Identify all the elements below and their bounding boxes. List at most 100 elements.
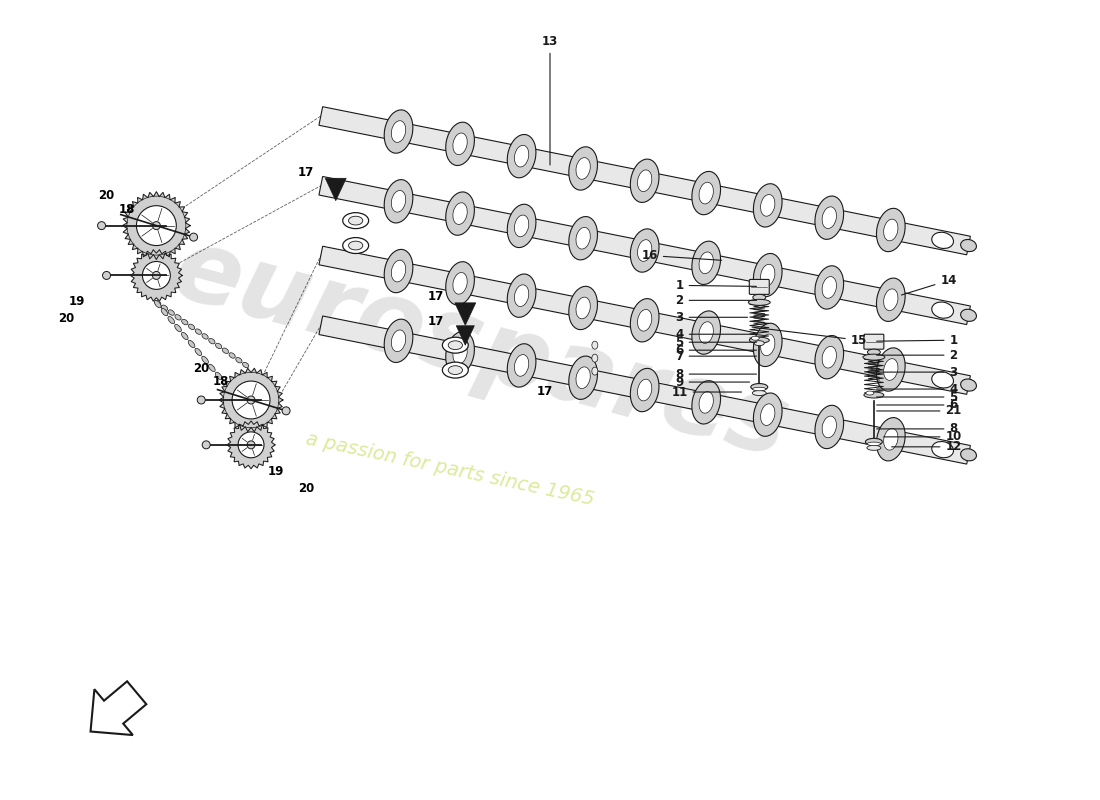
- Ellipse shape: [866, 391, 873, 395]
- Ellipse shape: [392, 330, 406, 352]
- Ellipse shape: [569, 217, 597, 260]
- Ellipse shape: [864, 392, 883, 398]
- Polygon shape: [122, 192, 190, 259]
- Ellipse shape: [515, 354, 529, 376]
- Ellipse shape: [883, 219, 898, 241]
- Ellipse shape: [867, 442, 881, 446]
- Circle shape: [189, 233, 198, 241]
- Polygon shape: [131, 250, 183, 301]
- Ellipse shape: [168, 317, 175, 324]
- Text: 6: 6: [675, 344, 757, 357]
- Ellipse shape: [630, 298, 659, 342]
- Text: 12: 12: [892, 440, 961, 454]
- Ellipse shape: [752, 390, 767, 395]
- Ellipse shape: [453, 273, 468, 294]
- Circle shape: [142, 262, 170, 290]
- Ellipse shape: [638, 310, 652, 331]
- Ellipse shape: [209, 338, 214, 344]
- Text: 17: 17: [537, 385, 553, 398]
- Ellipse shape: [748, 299, 770, 306]
- Ellipse shape: [592, 354, 597, 362]
- Ellipse shape: [883, 358, 898, 380]
- Ellipse shape: [960, 379, 977, 391]
- Ellipse shape: [883, 289, 898, 310]
- Ellipse shape: [453, 342, 468, 364]
- Ellipse shape: [384, 319, 412, 362]
- Ellipse shape: [446, 122, 474, 166]
- Text: 16: 16: [641, 249, 722, 262]
- Circle shape: [282, 407, 290, 415]
- Ellipse shape: [630, 368, 659, 412]
- Ellipse shape: [760, 264, 774, 286]
- Ellipse shape: [201, 356, 208, 363]
- Text: 18: 18: [119, 202, 134, 216]
- Ellipse shape: [507, 274, 536, 318]
- Ellipse shape: [630, 229, 659, 272]
- Text: 1: 1: [877, 334, 958, 346]
- Text: 6: 6: [877, 398, 958, 411]
- Ellipse shape: [229, 388, 235, 395]
- Text: 3: 3: [675, 310, 748, 324]
- Ellipse shape: [507, 204, 536, 247]
- Ellipse shape: [692, 171, 720, 214]
- Ellipse shape: [960, 449, 977, 461]
- Ellipse shape: [576, 297, 591, 319]
- Text: 9: 9: [675, 375, 749, 389]
- Ellipse shape: [576, 227, 591, 249]
- Ellipse shape: [222, 380, 229, 387]
- Polygon shape: [319, 246, 970, 394]
- Ellipse shape: [698, 182, 714, 204]
- Text: 2: 2: [675, 294, 757, 307]
- Ellipse shape: [569, 286, 597, 330]
- Circle shape: [153, 222, 161, 230]
- Ellipse shape: [960, 239, 977, 252]
- Ellipse shape: [446, 331, 474, 374]
- Ellipse shape: [507, 344, 536, 387]
- Ellipse shape: [392, 121, 406, 142]
- Ellipse shape: [752, 294, 766, 300]
- Ellipse shape: [448, 341, 462, 350]
- Polygon shape: [456, 326, 474, 345]
- Text: 8: 8: [675, 367, 757, 381]
- Ellipse shape: [384, 250, 412, 293]
- Ellipse shape: [755, 341, 764, 346]
- Text: 20: 20: [298, 482, 314, 494]
- Ellipse shape: [592, 367, 597, 375]
- Ellipse shape: [209, 364, 216, 371]
- Ellipse shape: [630, 159, 659, 202]
- Text: 20: 20: [98, 189, 114, 202]
- Text: 18: 18: [213, 375, 229, 388]
- Ellipse shape: [202, 334, 208, 339]
- Ellipse shape: [569, 356, 597, 399]
- Ellipse shape: [692, 381, 720, 424]
- Circle shape: [136, 206, 176, 246]
- Ellipse shape: [175, 314, 182, 320]
- Circle shape: [248, 396, 255, 404]
- Ellipse shape: [453, 202, 468, 225]
- Ellipse shape: [638, 170, 652, 191]
- Ellipse shape: [815, 196, 844, 239]
- Ellipse shape: [754, 393, 782, 436]
- Ellipse shape: [168, 310, 175, 315]
- Ellipse shape: [229, 353, 235, 358]
- Ellipse shape: [392, 190, 406, 212]
- Ellipse shape: [162, 309, 168, 316]
- Text: 11: 11: [671, 386, 741, 398]
- Polygon shape: [90, 682, 146, 735]
- Ellipse shape: [932, 232, 954, 249]
- Ellipse shape: [692, 311, 720, 354]
- Circle shape: [248, 441, 255, 449]
- Ellipse shape: [862, 354, 884, 360]
- Ellipse shape: [235, 396, 242, 403]
- Ellipse shape: [754, 184, 782, 227]
- Polygon shape: [227, 421, 275, 469]
- Text: 1: 1: [675, 279, 757, 292]
- Ellipse shape: [569, 146, 597, 190]
- Ellipse shape: [576, 367, 591, 389]
- Ellipse shape: [576, 158, 591, 179]
- Ellipse shape: [815, 406, 844, 449]
- Text: 4: 4: [675, 328, 757, 341]
- Ellipse shape: [448, 366, 462, 374]
- Text: 10: 10: [883, 430, 961, 443]
- Ellipse shape: [760, 404, 774, 426]
